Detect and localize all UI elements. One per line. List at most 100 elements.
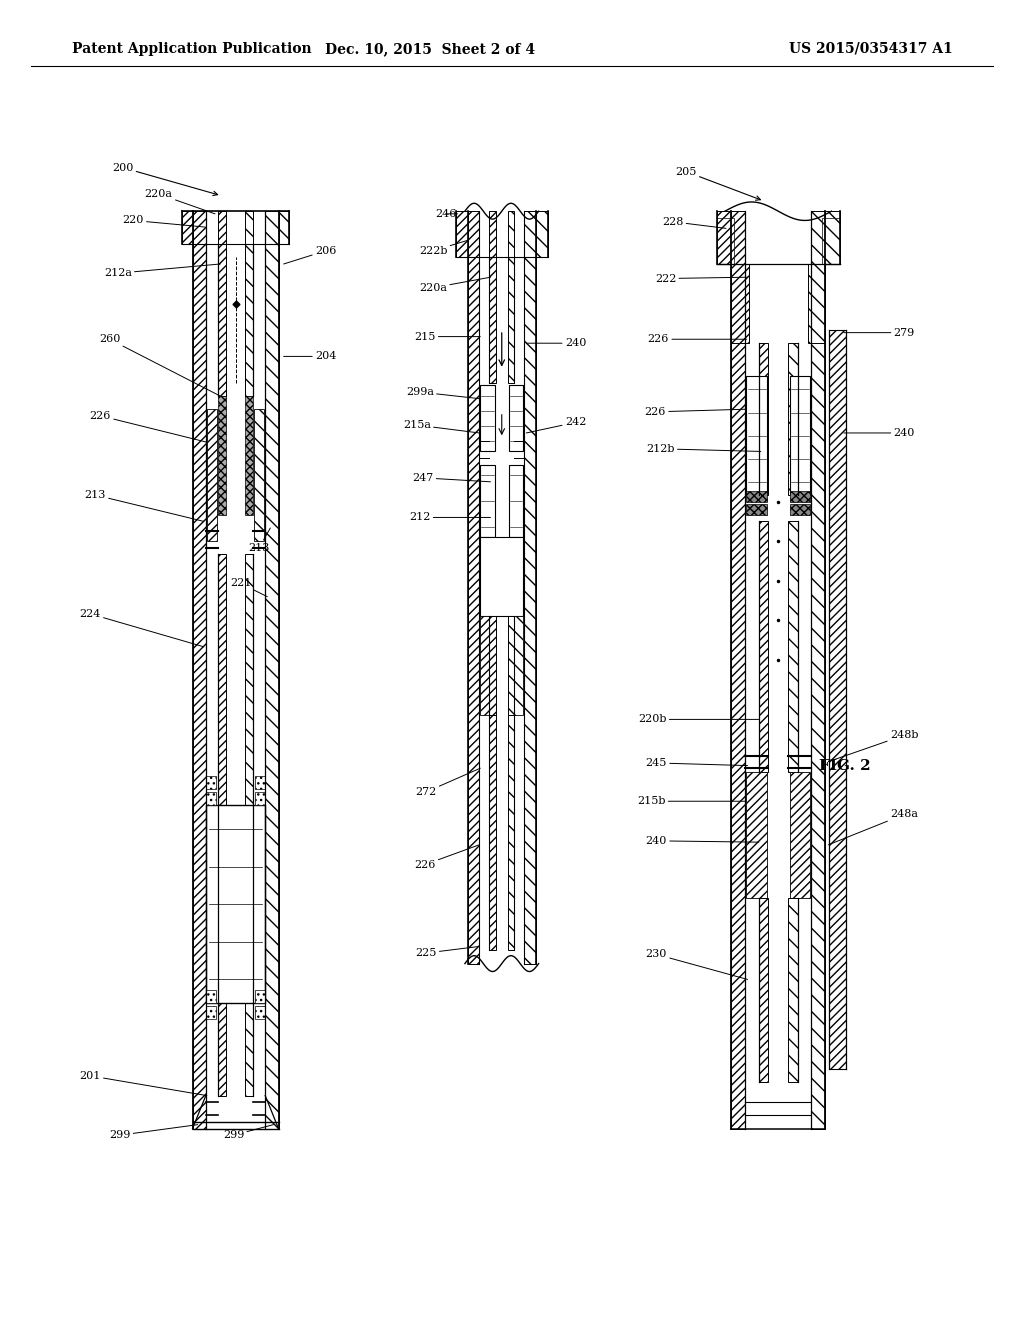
Text: 226: 226 — [645, 407, 746, 417]
Text: 215a: 215a — [402, 420, 479, 433]
Polygon shape — [480, 616, 495, 715]
Polygon shape — [182, 211, 193, 244]
Polygon shape — [790, 376, 810, 495]
Polygon shape — [245, 244, 253, 396]
Polygon shape — [790, 772, 810, 898]
Polygon shape — [480, 385, 495, 451]
Text: US 2015/0354317 A1: US 2015/0354317 A1 — [788, 42, 952, 55]
Polygon shape — [788, 521, 798, 772]
Text: 212: 212 — [410, 512, 490, 523]
Polygon shape — [524, 211, 536, 964]
Text: 222: 222 — [655, 273, 748, 284]
Polygon shape — [279, 211, 289, 244]
Text: 206: 206 — [284, 246, 336, 264]
Polygon shape — [790, 504, 810, 515]
Polygon shape — [825, 211, 840, 264]
Polygon shape — [808, 264, 825, 343]
Polygon shape — [717, 218, 734, 264]
Polygon shape — [255, 792, 265, 805]
Text: FIG. 2: FIG. 2 — [819, 759, 870, 772]
Polygon shape — [822, 218, 840, 264]
Text: 215: 215 — [415, 331, 480, 342]
Text: 212b: 212b — [646, 444, 761, 454]
Text: 213: 213 — [249, 528, 270, 553]
Text: 247: 247 — [413, 473, 490, 483]
Polygon shape — [193, 211, 206, 1129]
Text: 299: 299 — [110, 1125, 198, 1140]
Text: 215b: 215b — [637, 796, 745, 807]
Text: Patent Application Publication: Patent Application Publication — [72, 42, 311, 55]
Polygon shape — [811, 211, 825, 1129]
Polygon shape — [218, 211, 226, 244]
Text: 240: 240 — [646, 836, 759, 846]
Text: 225: 225 — [416, 946, 479, 958]
Polygon shape — [480, 537, 523, 616]
Text: 221: 221 — [230, 578, 267, 597]
Polygon shape — [508, 257, 514, 383]
Polygon shape — [788, 343, 798, 495]
Text: 299a: 299a — [406, 387, 479, 399]
Text: 213: 213 — [85, 490, 204, 521]
Text: 226: 226 — [415, 845, 479, 870]
Polygon shape — [829, 330, 846, 1069]
Polygon shape — [746, 772, 767, 898]
Text: 222b: 222b — [419, 240, 468, 256]
Text: 272: 272 — [416, 768, 480, 797]
Polygon shape — [245, 396, 253, 515]
Polygon shape — [746, 376, 767, 495]
Polygon shape — [509, 465, 523, 537]
Polygon shape — [788, 898, 798, 1082]
Text: 205: 205 — [676, 166, 761, 201]
Polygon shape — [206, 776, 216, 789]
Polygon shape — [245, 211, 253, 244]
Text: 245: 245 — [646, 758, 748, 768]
Polygon shape — [218, 554, 226, 1096]
Text: 220: 220 — [123, 215, 205, 227]
Text: 201: 201 — [80, 1071, 207, 1096]
Polygon shape — [759, 521, 768, 772]
Polygon shape — [480, 465, 495, 537]
Polygon shape — [746, 504, 767, 515]
Polygon shape — [731, 211, 745, 1129]
Polygon shape — [254, 409, 264, 541]
Polygon shape — [489, 616, 496, 715]
Polygon shape — [245, 554, 253, 1096]
Polygon shape — [489, 211, 496, 257]
Text: 212a: 212a — [103, 264, 220, 279]
Text: 230: 230 — [646, 949, 748, 979]
Polygon shape — [790, 491, 810, 502]
Polygon shape — [746, 491, 767, 502]
Text: 226: 226 — [90, 411, 207, 442]
Text: 240: 240 — [526, 338, 586, 348]
Polygon shape — [207, 409, 217, 541]
Text: 248b: 248b — [828, 730, 919, 762]
Polygon shape — [255, 776, 265, 789]
Polygon shape — [206, 792, 216, 805]
Polygon shape — [218, 396, 226, 515]
Text: 240: 240 — [844, 428, 914, 438]
Text: 299: 299 — [223, 1125, 273, 1140]
Text: 242: 242 — [526, 417, 586, 433]
Text: 228: 228 — [663, 216, 726, 228]
Polygon shape — [508, 211, 514, 257]
Text: Dec. 10, 2015  Sheet 2 of 4: Dec. 10, 2015 Sheet 2 of 4 — [325, 42, 536, 55]
Polygon shape — [255, 990, 265, 1003]
Text: 220a: 220a — [419, 277, 490, 293]
Text: 200: 200 — [113, 162, 218, 195]
Polygon shape — [489, 715, 496, 950]
Polygon shape — [255, 1006, 265, 1019]
Text: 279: 279 — [844, 327, 914, 338]
Polygon shape — [206, 990, 216, 1003]
Polygon shape — [206, 1006, 216, 1019]
Polygon shape — [508, 616, 514, 715]
Polygon shape — [759, 898, 768, 1082]
Polygon shape — [206, 805, 265, 1003]
Polygon shape — [468, 211, 479, 964]
Text: 248a: 248a — [828, 809, 919, 845]
Polygon shape — [536, 211, 548, 257]
Polygon shape — [489, 257, 496, 383]
Text: 226: 226 — [648, 334, 746, 345]
Polygon shape — [218, 244, 226, 396]
Polygon shape — [508, 715, 514, 950]
Polygon shape — [456, 211, 468, 257]
